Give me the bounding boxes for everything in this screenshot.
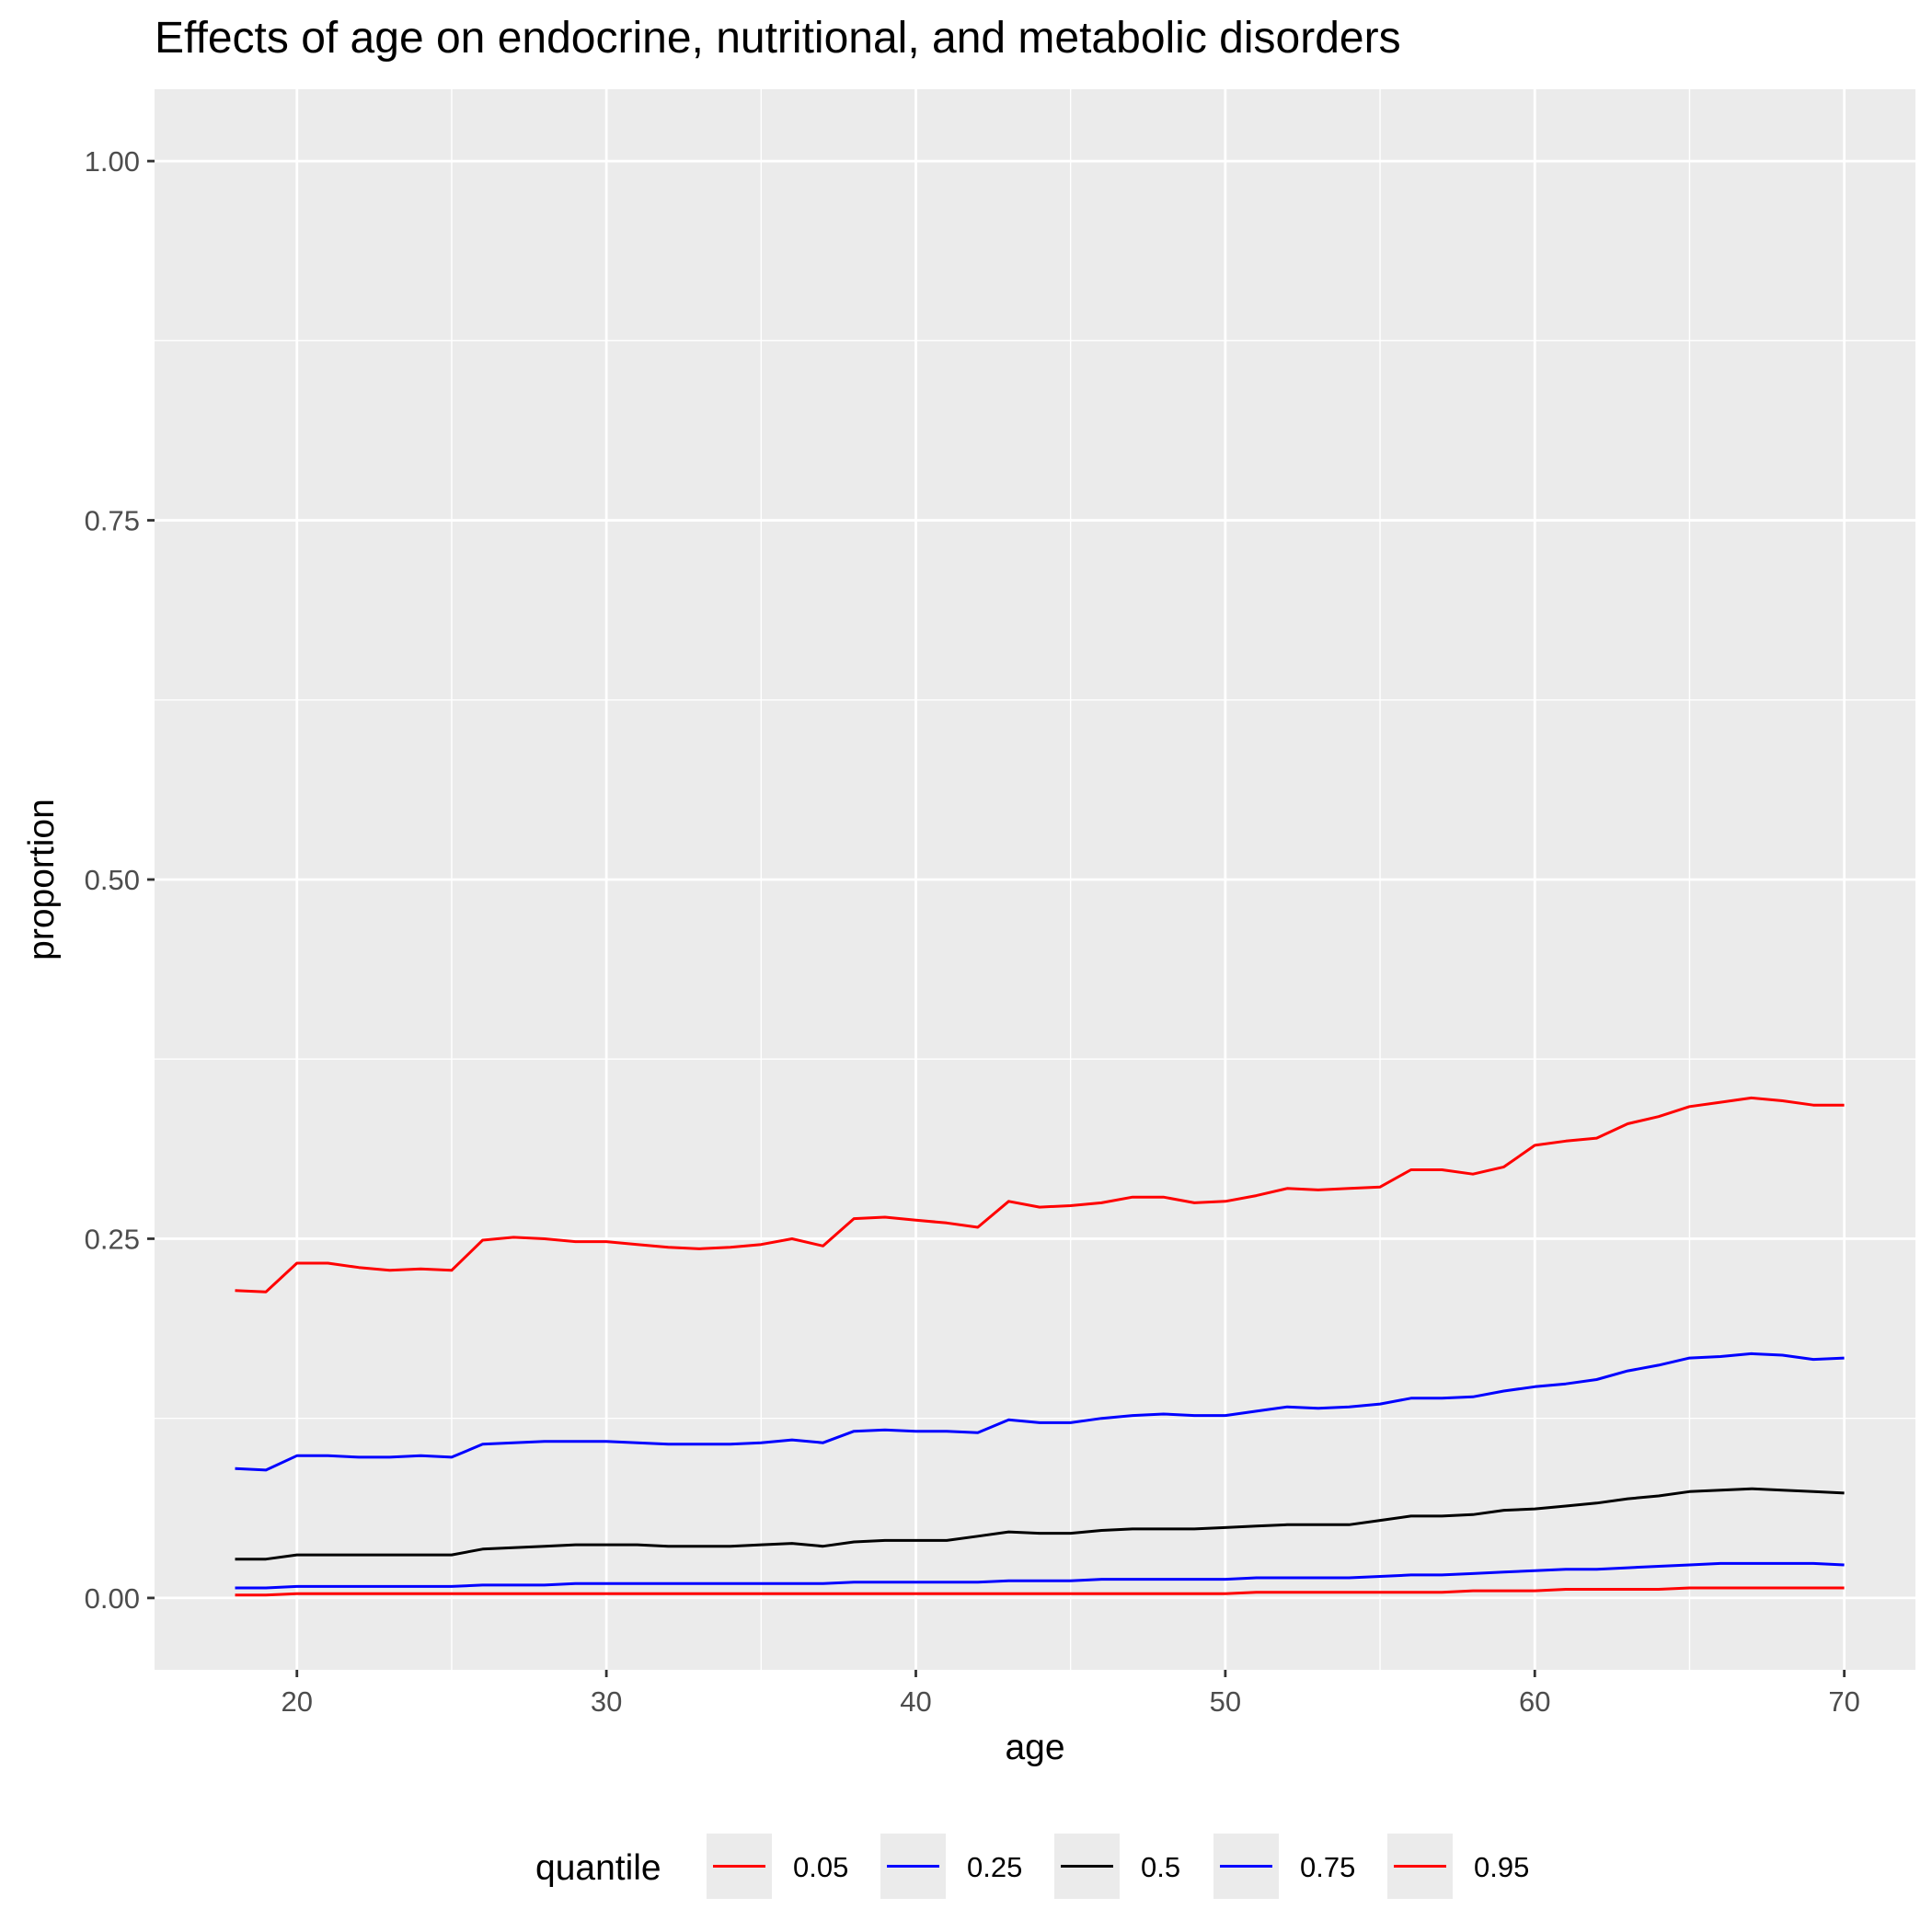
x-tick-label: 40 xyxy=(900,1685,931,1718)
y-tick-label: 0.75 xyxy=(85,505,140,537)
minor-gridlines xyxy=(155,89,1915,1670)
chart-title: Effects of age on endocrine, nutritional… xyxy=(155,14,1401,63)
axes: 20 30 40 50 60 70 0.00 0.25 0.50 0.75 1.00 xyxy=(85,145,1860,1718)
major-gridlines xyxy=(155,89,1915,1670)
x-tick-label: 20 xyxy=(281,1685,312,1718)
x-tick-label: 60 xyxy=(1519,1685,1550,1718)
series-lines xyxy=(235,1096,1845,1597)
x-tick-label: 70 xyxy=(1828,1685,1859,1718)
y-tick-label: 1.00 xyxy=(85,145,140,178)
series-line-0-5 xyxy=(235,1487,1845,1561)
legend-title: quantile xyxy=(535,1848,661,1888)
legend-label-0-5: 0.5 xyxy=(1141,1851,1180,1883)
legend-label-0-25: 0.25 xyxy=(967,1851,1022,1883)
legend-label-0-95: 0.95 xyxy=(1474,1851,1529,1883)
legend-label-0-75: 0.75 xyxy=(1300,1851,1355,1883)
y-tick-label: 0.25 xyxy=(85,1223,140,1255)
y-tick-label: 0.50 xyxy=(85,864,140,896)
series-line-0-75 xyxy=(235,1351,1845,1472)
x-tick-label: 50 xyxy=(1210,1685,1241,1718)
series-line-0-05 xyxy=(235,1586,1845,1597)
y-axis-title: proportion xyxy=(22,799,62,960)
x-tick-label: 30 xyxy=(591,1685,622,1718)
series-line-0-95 xyxy=(235,1096,1845,1294)
legend-label-0-05: 0.05 xyxy=(793,1851,848,1883)
y-tick-label: 0.00 xyxy=(85,1582,140,1615)
legend: quantile 0.05 0.25 0.5 0.75 0.95 xyxy=(535,1834,1529,1899)
x-axis-title: age xyxy=(1005,1728,1064,1767)
series-line-0-25 xyxy=(235,1561,1845,1590)
